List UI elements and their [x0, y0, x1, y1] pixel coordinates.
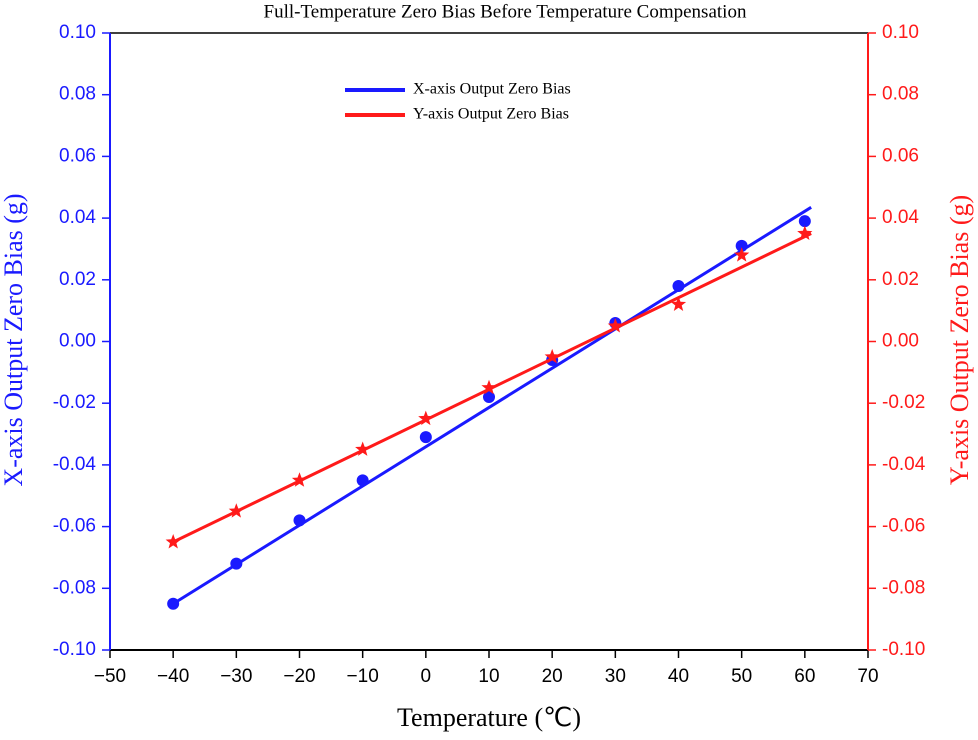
x-tick-label: −40: [157, 666, 189, 687]
y-tick-label: -0.06: [53, 516, 96, 537]
fit-line: [172, 206, 812, 605]
legend-label: X-axis Output Zero Bias: [413, 81, 571, 98]
point: [672, 279, 685, 292]
y-tick-label: 0.04: [59, 207, 96, 228]
star-point: [670, 296, 687, 311]
star-point: [165, 534, 181, 549]
y-tick-label: -0.04: [53, 454, 97, 475]
x-tick-label: 50: [731, 666, 752, 687]
y-tick-label: 0.10: [59, 22, 96, 43]
point: [798, 215, 811, 228]
y2-tick-label: 0.04: [882, 207, 919, 228]
star-point: [228, 503, 244, 518]
point: [483, 391, 495, 404]
y2-tick-label: -0.08: [882, 577, 925, 598]
star-point: [544, 348, 560, 364]
y-axis-label: X-axis Output Zero Bias (g): [0, 193, 28, 486]
x-tick-label: −50: [94, 666, 126, 687]
y2-tick-label: 0.08: [882, 84, 919, 105]
x-tick-label: 70: [857, 666, 878, 687]
x-axis-label: Temperature (℃): [397, 703, 581, 732]
y-tick-label: -0.02: [53, 392, 96, 413]
chart-title: Full-Temperature Zero Bias Before Temper…: [264, 1, 747, 22]
x-tick-label: 40: [668, 666, 689, 687]
x-tick-label: 20: [542, 666, 563, 687]
y-tick-label: 0.08: [59, 84, 96, 105]
y-tick-label: 0.02: [59, 269, 96, 290]
y2-tick-label: -0.02: [882, 392, 925, 413]
y-tick-label: 0.06: [59, 145, 96, 166]
x-tick-label: −10: [347, 666, 379, 687]
y2-tick-label: 0.06: [882, 145, 919, 166]
point: [735, 239, 748, 252]
legend-label: Y-axis Output Zero Bias: [413, 106, 569, 123]
point: [167, 597, 180, 610]
star-point: [481, 379, 497, 395]
x-tick-label: 60: [794, 666, 815, 687]
y-tick-label: -0.10: [53, 639, 96, 660]
y2-tick-label: 0.00: [882, 331, 919, 352]
point: [419, 431, 432, 444]
x-tick-label: 10: [478, 666, 499, 687]
y2-tick-label: -0.10: [882, 639, 925, 660]
star-point: [291, 472, 308, 487]
x-tick-label: −20: [283, 666, 315, 687]
x-tick-label: −30: [220, 666, 252, 687]
star-point: [418, 410, 434, 426]
y2-tick-label: -0.06: [882, 516, 925, 537]
y-tick-label: 0.00: [59, 331, 96, 352]
y2-tick-label: 0.02: [882, 269, 919, 290]
point: [230, 557, 243, 570]
point: [356, 474, 369, 487]
y2-tick-label: 0.10: [882, 22, 919, 43]
point: [293, 514, 306, 527]
star-point: [355, 441, 371, 456]
x-tick-label: 0: [421, 666, 432, 687]
y2-tick-label: -0.04: [882, 454, 926, 475]
star-point: [734, 247, 750, 262]
star-point: [607, 318, 623, 333]
star-point: [797, 225, 813, 240]
y2-axis-label: Y-axis Output Zero Bias (g): [945, 195, 974, 485]
y-tick-label: -0.08: [53, 577, 96, 598]
x-tick-label: 30: [605, 666, 626, 687]
